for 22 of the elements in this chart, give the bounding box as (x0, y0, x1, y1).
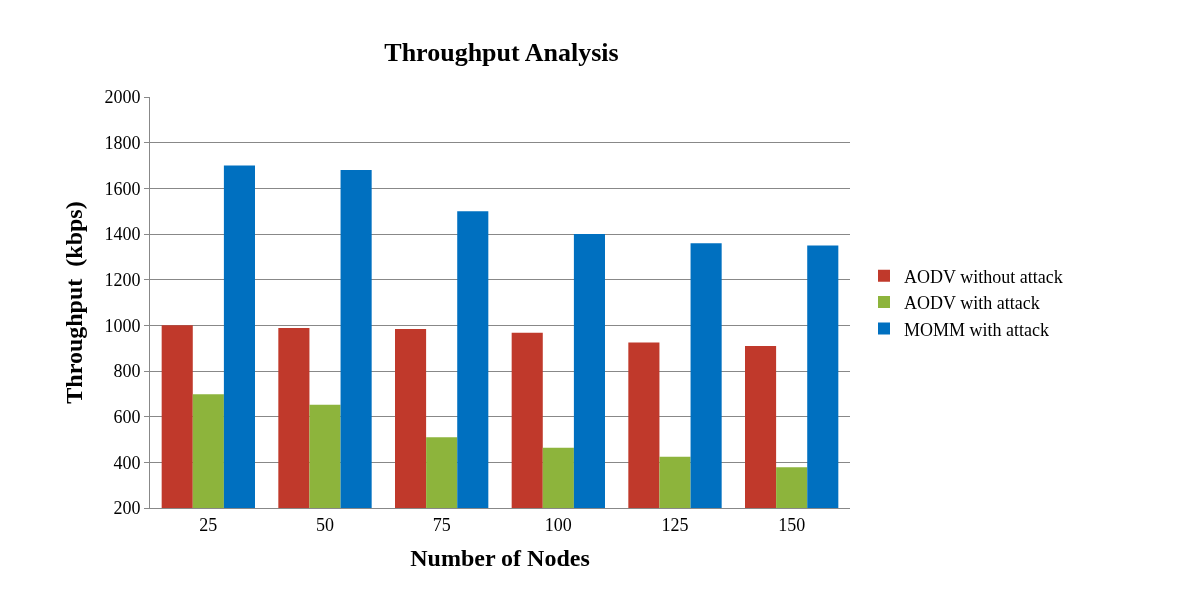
x-tick-label: 75 (432, 514, 451, 535)
y-axis-title: Throughput (kbps) (60, 201, 87, 404)
legend-label: MOMM with attack (904, 319, 1049, 340)
y-tick-label: 200 (113, 498, 141, 519)
x-tick-label: 100 (544, 514, 572, 535)
x-tick-label: 25 (199, 514, 218, 535)
chart-title: Throughput Analysis (384, 37, 619, 67)
y-tick-label: 600 (113, 406, 141, 427)
y-tick-label: 2000 (104, 87, 141, 108)
y-tick-label: 800 (113, 361, 141, 382)
y-tick-label: 1200 (104, 269, 141, 290)
legend-label: AODV with attack (904, 293, 1040, 314)
x-tick-label: 50 (316, 514, 334, 535)
y-tick-label: 1000 (104, 315, 141, 336)
y-tick-label: 1600 (104, 178, 141, 199)
x-tick-label: 150 (778, 514, 806, 535)
y-tick-label: 1400 (104, 224, 141, 245)
y-tick-label: 400 (113, 452, 141, 473)
x-tick-label: 125 (661, 514, 689, 535)
legend-label: AODV without attack (904, 266, 1063, 287)
y-tick-label: 1800 (104, 132, 141, 153)
x-axis-title: Number of Nodes (410, 544, 590, 571)
